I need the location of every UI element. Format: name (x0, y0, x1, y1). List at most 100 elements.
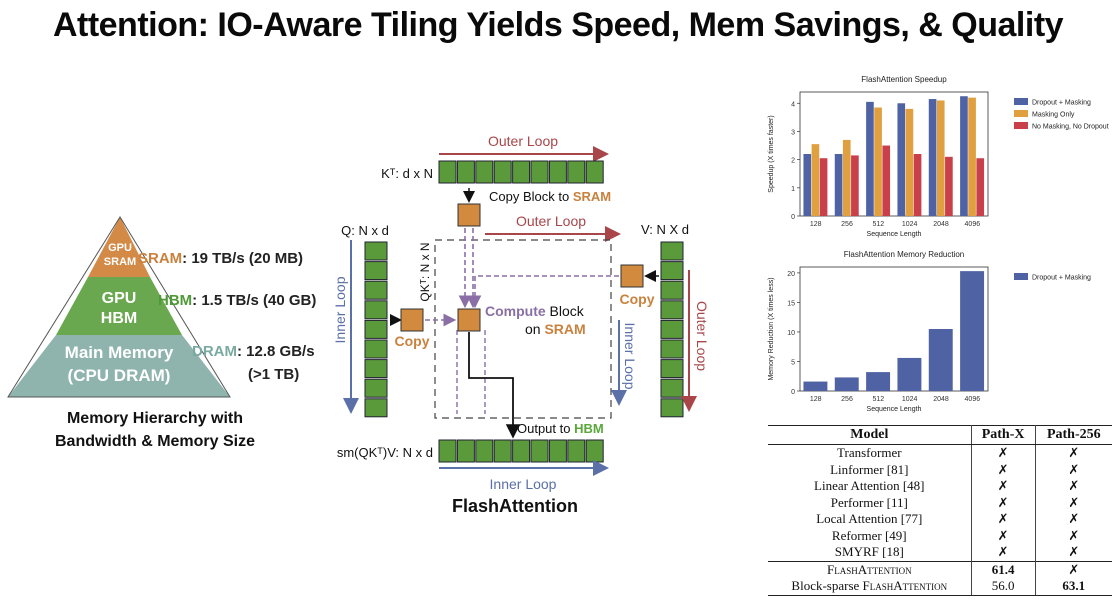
memory-xtick-label: 4096 (965, 396, 981, 403)
q-cell (364, 359, 388, 379)
memory-bar (866, 372, 891, 391)
header-model: Model (768, 425, 972, 445)
memory-plot-frame (799, 266, 989, 392)
hierarchy-caption-line1: Memory Hierarchy with (67, 410, 243, 427)
table-row-flashattention: FlashAttention 61.4 ✗ (768, 560, 1112, 578)
speedup-xtick-label: 256 (841, 221, 853, 228)
speedup-ytick-label: 0 (791, 214, 795, 221)
pyramid-dram-tier (8, 335, 230, 397)
dram-bandwidth-label: DRAM: 12.8 GB/s (192, 343, 315, 360)
speedup-bar (960, 96, 968, 216)
speedup-legend-label: No Masking, No Dropout (1032, 124, 1109, 131)
memory-bar (803, 381, 828, 391)
speedup-bar (897, 103, 906, 216)
speedup-bar (976, 158, 985, 216)
hierarchy-caption-line2: Bandwidth & Memory Size (55, 433, 255, 450)
output-cell (567, 439, 586, 463)
speedup-plot-frame (799, 91, 989, 217)
q-cell (364, 339, 388, 359)
dram-tier-line1: Main Memory (65, 343, 174, 362)
q-sram-block (400, 308, 424, 332)
q-cell (364, 378, 388, 398)
memory-bar (960, 271, 985, 391)
speedup-legend-swatch (1014, 110, 1028, 117)
memory-ytick-label: 5 (791, 359, 795, 366)
hbm-bandwidth-label: HBM: 1.5 TB/s (40 GB) (158, 292, 316, 309)
speedup-xtick-label: 2048 (933, 221, 949, 228)
q-cell (364, 261, 388, 281)
qkt-matrix-label: QKᵀ: N x N (418, 242, 432, 301)
memory-xtick-label: 512 (872, 396, 884, 403)
table-row: Local Attention [77] ✗ ✗ (768, 511, 1112, 528)
speedup-bar (803, 154, 812, 216)
compute-block-label: Compute Block (485, 303, 585, 319)
kt-cell (456, 160, 475, 184)
output-matrix (438, 439, 604, 463)
pyramid-hbm-tier (56, 277, 182, 335)
kt-matrix-label: Kᵀ: d x N (381, 166, 433, 181)
speedup-chart: FlashAttention Speedup 0 1 2 3 4 128 256 512 1024… (768, 75, 1109, 238)
v-cell (660, 280, 684, 300)
q-cell (364, 280, 388, 300)
v-cell (660, 261, 684, 281)
memory-ylabel: Memory Reduction (X times less) (768, 277, 775, 380)
memory-xtick-label: 128 (810, 396, 822, 403)
speedup-bar (842, 139, 851, 216)
speedup-bar (834, 154, 843, 216)
pyramid-sram-tier (88, 217, 150, 277)
kt-cell (438, 160, 457, 184)
q-matrix-label: Q: N x d (341, 223, 389, 238)
memory-ytick-label: 15 (787, 300, 795, 307)
speedup-bar (851, 155, 859, 216)
speedup-legend-swatch (1014, 122, 1028, 129)
speedup-xtick-label: 1024 (902, 221, 918, 228)
sram-tier-line1: GPU (108, 242, 132, 254)
output-cell (548, 439, 567, 463)
flashattention-diagram: Outer Loop Kᵀ: d x N Copy Block to SRAM … (332, 133, 710, 516)
speedup-legend-swatch (1014, 98, 1028, 105)
table-row: Reformer [49] ✗ ✗ (768, 527, 1112, 544)
speedup-bar (905, 108, 914, 216)
output-cell (438, 439, 457, 463)
speedup-legend-label: Masking Only (1032, 112, 1075, 119)
speedup-bar (811, 144, 820, 216)
kt-cell (530, 160, 549, 184)
speedup-bar (928, 99, 937, 216)
hbm-tier-line1: GPU (102, 290, 137, 307)
table-row-block-sparse: Block-sparse FlashAttention 56.0 63.1 (768, 578, 1112, 596)
output-matrix-label: sm(QKᵀ)V: N x d (337, 445, 433, 460)
dram-size-label: (>1 TB) (248, 366, 299, 383)
speedup-chart-title: FlashAttention Speedup (861, 75, 947, 84)
q-cell (364, 300, 388, 320)
output-cell (530, 439, 549, 463)
speedup-xtick-label: 512 (872, 221, 884, 228)
memory-ytick-label: 20 (787, 271, 795, 278)
hbm-tier-line2: HBM (101, 310, 137, 327)
memory-xtick-label: 256 (841, 396, 853, 403)
speedup-bar (882, 145, 891, 216)
memory-reduction-chart: FlashAttention Memory Reduction 0 5 10 15 20 1… (768, 250, 1091, 413)
memory-ytick-label: 10 (787, 330, 795, 337)
memory-ytick-label: 0 (791, 389, 795, 396)
speedup-ylabel: Speedup (X times faster) (768, 115, 775, 192)
q-cell (364, 241, 388, 261)
v-matrix-label: V: N X d (641, 222, 689, 237)
output-label: Output to HBM (517, 421, 604, 436)
inner-loop-right-label: Inner Loop (622, 323, 638, 390)
memory-hierarchy-diagram: GPU SRAM GPU HBM Main Memory (CPU DRAM) … (7, 216, 316, 450)
slide-title: Attention: IO-Aware Tiling Yields Speed,… (52, 6, 1064, 44)
copy-block-label: Copy Block to SRAM (489, 189, 611, 204)
speedup-ytick-label: 1 (791, 186, 795, 193)
table-row: Performer [11] ✗ ✗ (768, 494, 1112, 511)
inner-loop-bottom-label: Inner Loop (490, 476, 557, 492)
output-cell (475, 439, 494, 463)
outer-loop-mid-label: Outer Loop (516, 213, 586, 229)
speedup-ytick-label: 2 (791, 158, 795, 165)
compute-on-sram-label: on SRAM (525, 321, 586, 337)
copy-left-label: Copy (395, 333, 430, 349)
header-path-256: Path-256 (1035, 425, 1112, 445)
dram-tier-line2: (CPU DRAM) (68, 366, 171, 385)
speedup-bar (866, 101, 874, 216)
speedup-xlabel: Sequence Length (867, 231, 922, 238)
v-cell (660, 319, 684, 339)
